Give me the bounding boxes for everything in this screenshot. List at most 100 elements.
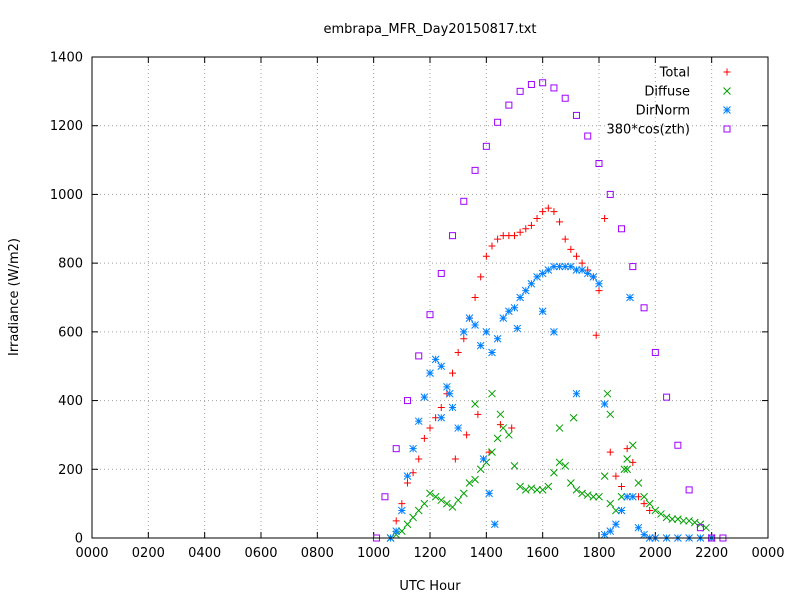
data-point [645, 499, 654, 508]
data-point [397, 506, 406, 515]
data-point [448, 403, 457, 412]
data-point [589, 273, 598, 281]
data-point [584, 132, 592, 140]
plot-frame [91, 56, 769, 539]
data-point [482, 142, 490, 150]
data-point [527, 80, 535, 88]
x-tick-label: 1000 [357, 546, 390, 561]
x-tick-label: 0800 [301, 546, 334, 561]
data-point [496, 410, 505, 419]
data-point [623, 455, 632, 463]
data-point [437, 362, 446, 371]
data-point [443, 382, 451, 391]
data-point [533, 486, 541, 494]
data-point [626, 293, 634, 302]
data-point [606, 410, 615, 419]
data-point [494, 235, 502, 243]
x-tick-label: 1400 [470, 546, 503, 561]
data-point [426, 311, 434, 319]
data-point [420, 434, 428, 442]
data-point [556, 218, 564, 226]
data-point [409, 444, 417, 453]
data-point [398, 500, 406, 508]
data-point [595, 160, 603, 168]
data-point [426, 424, 434, 432]
data-point [521, 486, 530, 494]
data-point [392, 517, 400, 525]
data-point [640, 492, 648, 501]
data-point [521, 286, 530, 295]
legend-marker [723, 106, 731, 114]
data-point [426, 369, 434, 377]
data-point [510, 303, 519, 312]
data-point [533, 273, 541, 281]
data-point [443, 499, 451, 508]
data-point [493, 334, 502, 343]
data-point [600, 472, 609, 481]
data-point [620, 465, 629, 474]
data-point [449, 232, 457, 240]
data-point [522, 225, 530, 233]
data-point [595, 279, 603, 288]
data-point [426, 489, 434, 498]
data-point [477, 273, 485, 281]
series-marks [372, 79, 727, 542]
series-3 [386, 262, 716, 542]
y-tick-label: 200 [58, 463, 83, 478]
x-tick-label: 2000 [639, 546, 672, 561]
data-point [578, 489, 586, 498]
data-point [437, 413, 446, 422]
data-point [474, 410, 482, 418]
data-point [516, 293, 524, 302]
data-point [431, 355, 440, 364]
y-tick-label: 1200 [50, 119, 83, 134]
data-point [603, 389, 612, 398]
data-point [668, 515, 677, 523]
data-point [640, 304, 648, 312]
data-point [550, 208, 558, 216]
data-point [566, 262, 575, 271]
data-point [578, 259, 586, 267]
data-point [539, 79, 547, 87]
data-point [595, 492, 603, 501]
data-point [459, 328, 468, 336]
data-point [505, 307, 513, 316]
data-point [550, 84, 558, 92]
data-point [612, 506, 620, 515]
data-point [685, 516, 693, 525]
data-point [623, 465, 632, 474]
data-point [550, 262, 558, 271]
data-point [445, 389, 454, 398]
x-tick-label: 0000 [751, 546, 784, 561]
data-point [640, 530, 648, 539]
grid [92, 57, 768, 538]
data-point [420, 499, 429, 508]
data-point [449, 369, 457, 377]
x-tick-label: 2200 [695, 546, 728, 561]
data-point [499, 314, 508, 322]
data-point [606, 448, 614, 456]
data-point [657, 510, 665, 518]
series-2 [386, 389, 716, 542]
data-point [679, 516, 688, 525]
data-point [493, 434, 502, 443]
legend: Total Diffuse DirNorm 380*cos(zth) [607, 66, 731, 138]
y-axis-title: Irradiance (W/m2) [7, 238, 22, 356]
data-point [567, 245, 575, 253]
data-point [572, 486, 581, 494]
x-tick-label: 0200 [132, 546, 165, 561]
data-point [538, 269, 547, 278]
data-point [555, 262, 564, 271]
x-tick-label: 1800 [582, 546, 615, 561]
data-point [640, 500, 648, 508]
data-point [527, 221, 535, 229]
data-point [555, 424, 564, 432]
data-point [600, 400, 609, 408]
data-point [663, 393, 671, 401]
data-point [629, 263, 637, 271]
x-tick-label: 1600 [526, 546, 559, 561]
data-point [414, 417, 423, 426]
legend-label: Diffuse [644, 85, 690, 100]
data-point [572, 111, 580, 119]
